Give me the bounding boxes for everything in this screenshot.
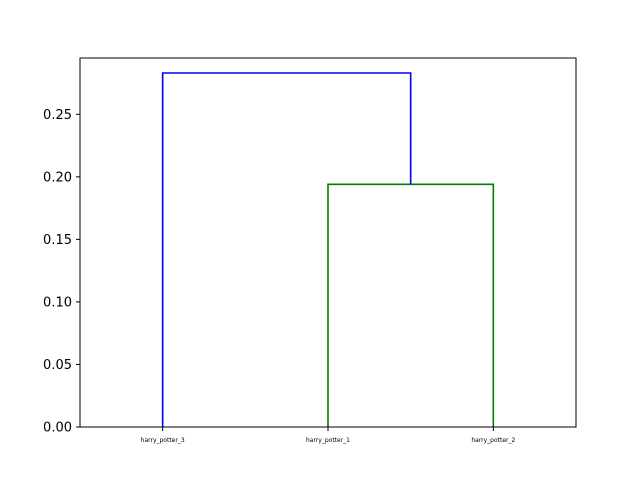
leaf-label: harry_potter_1 xyxy=(306,437,350,444)
x-axis-leaf-labels: harry_potter_3 harry_potter_1 harry_potter… xyxy=(141,427,516,444)
leaf-label: harry_potter_2 xyxy=(471,437,515,444)
plot-frame xyxy=(79,57,577,428)
y-tick-label: 0.10 xyxy=(43,295,72,310)
dendrogram-links xyxy=(161,72,495,427)
y-tick-label: 0.00 xyxy=(43,421,72,436)
dendrogram-link xyxy=(327,183,495,427)
y-tick-label: 0.05 xyxy=(43,358,72,373)
dendrogram-link xyxy=(161,72,412,427)
y-tick-label: 0.20 xyxy=(43,170,72,185)
y-tick-label: 0.15 xyxy=(43,233,72,248)
leaf-label: harry_potter_3 xyxy=(141,437,185,444)
y-tick-label: 0.25 xyxy=(43,108,72,123)
y-axis-ticks: 0.00 0.05 0.10 0.15 0.20 0.25 xyxy=(43,108,80,436)
